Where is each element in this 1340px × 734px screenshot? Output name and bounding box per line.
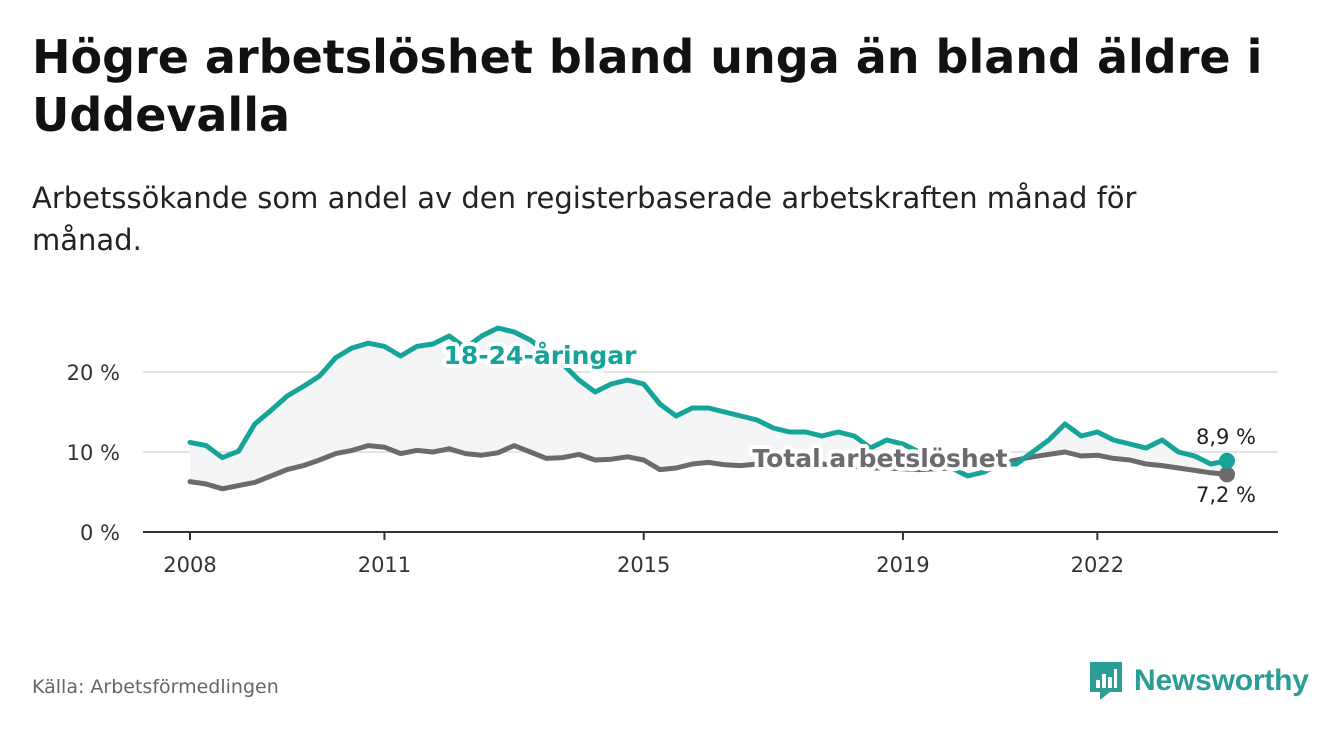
x-tick-label: 2015 — [617, 553, 670, 577]
x-tick-label: 2019 — [876, 553, 929, 577]
series-label-total: Total arbetslöshet — [752, 444, 1007, 473]
brand-name: Newsworthy — [1134, 664, 1309, 697]
series-label-youth: 18-24-åringar — [444, 341, 638, 370]
end-value-total: 7,2 % — [1196, 483, 1256, 507]
newsworthy-logo-icon — [1090, 662, 1122, 700]
chart-title: Högre arbetslöshet bland unga än bland ä… — [32, 30, 1263, 142]
end-value-youth: 8,9 % — [1196, 425, 1256, 449]
brand-logo: Newsworthy — [1088, 660, 1309, 702]
source-note: Källa: Arbetsförmedlingen — [32, 676, 279, 698]
y-tick-label: 20 % — [67, 361, 120, 385]
x-tick-label: 2011 — [358, 553, 411, 577]
end-point-youth — [1219, 452, 1235, 469]
x-tick-label: 2008 — [163, 553, 216, 577]
x-tick-label: 2022 — [1071, 553, 1124, 577]
y-tick-label: 10 % — [67, 441, 120, 465]
chart-subtitle: Arbetssökande som andel av den registerb… — [32, 181, 1137, 257]
series-line-youth — [187, 325, 1230, 479]
y-tick-label: 0 % — [80, 521, 120, 545]
end-point-total — [1219, 466, 1235, 483]
series-line-total — [187, 443, 1230, 492]
